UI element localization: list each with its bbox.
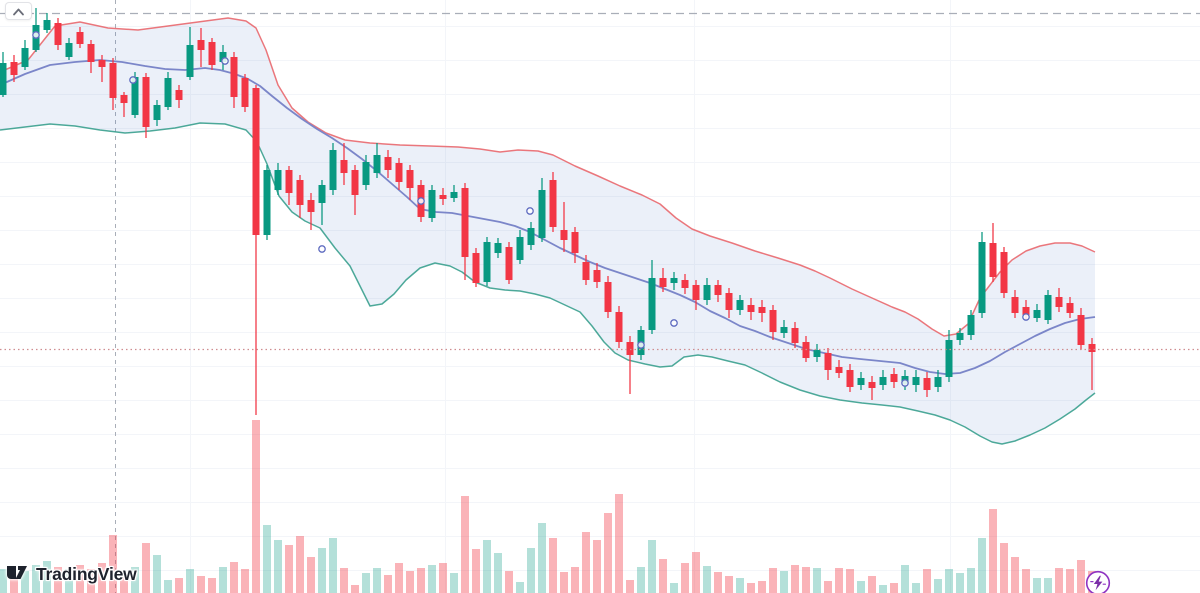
tradingview-logo[interactable]: TradingView xyxy=(5,560,137,589)
legend-collapse-button[interactable] xyxy=(5,2,32,20)
candles xyxy=(0,8,1096,415)
lightning-icon xyxy=(1084,570,1112,593)
chevron-up-icon xyxy=(6,3,31,19)
quick-action-button[interactable] xyxy=(1084,569,1112,593)
signal-markers xyxy=(32,31,1030,387)
volume-bars xyxy=(0,420,1096,593)
tradingview-logo-text: TradingView xyxy=(36,564,137,584)
tradingview-logo-icon xyxy=(5,560,29,589)
